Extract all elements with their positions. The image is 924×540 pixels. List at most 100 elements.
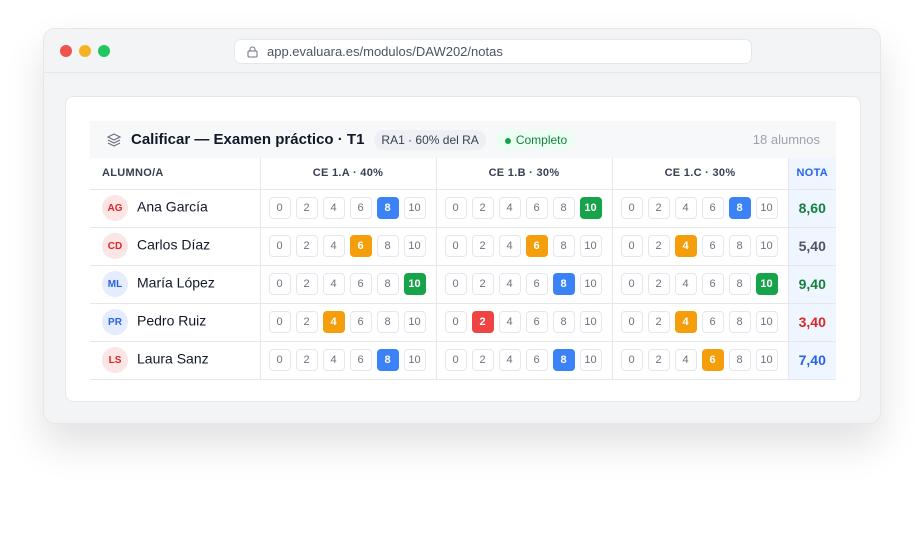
grade-option[interactable]: 6 (349, 235, 372, 257)
grade-option[interactable]: 8 (552, 197, 575, 219)
grade-option[interactable]: 8 (552, 235, 575, 257)
grade-option[interactable]: 0 (620, 349, 643, 371)
grade-option[interactable]: 4 (498, 349, 521, 371)
grade-option[interactable]: 10 (755, 349, 778, 371)
grade-option[interactable]: 8 (376, 197, 399, 219)
grade-option[interactable]: 6 (701, 273, 724, 295)
grade-option[interactable]: 8 (552, 311, 575, 333)
grade-option[interactable]: 8 (728, 235, 751, 257)
grade-option[interactable]: 2 (295, 311, 318, 333)
close[interactable] (60, 45, 72, 57)
grade-option[interactable]: 10 (755, 197, 778, 219)
grade-option[interactable]: 2 (647, 311, 670, 333)
grade-option[interactable]: 10 (579, 235, 602, 257)
grade-cell: 0 2 4 6 8 10 (611, 302, 789, 342)
grade-option[interactable]: 8 (376, 311, 399, 333)
grade-options: 0 2 4 6 8 10 (437, 349, 612, 371)
grade-option[interactable]: 6 (701, 349, 724, 371)
grade-option[interactable]: 10 (403, 197, 426, 219)
grade-option[interactable]: 8 (552, 273, 575, 295)
grade-option[interactable]: 0 (444, 273, 467, 295)
grade-option[interactable]: 2 (647, 235, 670, 257)
grade-option[interactable]: 2 (471, 197, 494, 219)
grade-option[interactable]: 4 (322, 273, 345, 295)
grade-option[interactable]: 6 (349, 349, 372, 371)
column-header: CE 1.B · 30% (435, 158, 613, 190)
grade-option[interactable]: 10 (403, 349, 426, 371)
grade-option[interactable]: 10 (403, 273, 426, 295)
grade-option[interactable]: 0 (620, 235, 643, 257)
grade-option[interactable]: 6 (701, 311, 724, 333)
grade-option[interactable]: 0 (444, 197, 467, 219)
grade-option[interactable]: 0 (444, 349, 467, 371)
grade-option[interactable]: 6 (525, 235, 548, 257)
grade-option[interactable]: 2 (471, 235, 494, 257)
grade-option[interactable]: 8 (728, 311, 751, 333)
grade-option[interactable]: 6 (701, 197, 724, 219)
grade-option[interactable]: 6 (525, 349, 548, 371)
grade-option[interactable]: 10 (755, 311, 778, 333)
grade-option[interactable]: 0 (444, 311, 467, 333)
grade-option[interactable]: 4 (498, 273, 521, 295)
grade-option[interactable]: 4 (322, 311, 345, 333)
grade-option[interactable]: 6 (525, 197, 548, 219)
grade-option[interactable]: 0 (620, 273, 643, 295)
grade-option[interactable]: 2 (295, 235, 318, 257)
grade-option[interactable]: 8 (552, 349, 575, 371)
grade-option[interactable]: 10 (579, 197, 602, 219)
final-grade: 5,40 (787, 226, 836, 266)
grade-option[interactable]: 10 (755, 273, 778, 295)
grade-option[interactable]: 2 (647, 273, 670, 295)
grade-option[interactable]: 0 (268, 311, 291, 333)
grade-option[interactable]: 2 (647, 349, 670, 371)
grade-option[interactable]: 2 (471, 349, 494, 371)
grade-option[interactable]: 8 (376, 273, 399, 295)
grade-option[interactable]: 4 (674, 235, 697, 257)
grade-option[interactable]: 2 (295, 197, 318, 219)
grade-option[interactable]: 4 (322, 235, 345, 257)
grade-option[interactable]: 0 (268, 197, 291, 219)
avatar: ML (102, 271, 128, 297)
grade-option[interactable]: 4 (322, 349, 345, 371)
grade-option[interactable]: 6 (349, 273, 372, 295)
grade-option[interactable]: 2 (295, 273, 318, 295)
grade-option[interactable]: 0 (620, 197, 643, 219)
grade-option[interactable]: 2 (647, 197, 670, 219)
grade-option[interactable]: 2 (471, 311, 494, 333)
grade-option[interactable]: 4 (498, 197, 521, 219)
grade-option[interactable]: 10 (403, 235, 426, 257)
minimize[interactable] (79, 45, 91, 57)
maximize[interactable] (98, 45, 110, 57)
grade-option[interactable]: 6 (701, 235, 724, 257)
grade-option[interactable]: 0 (268, 273, 291, 295)
grade-option[interactable]: 0 (444, 235, 467, 257)
grade-option[interactable]: 6 (525, 273, 548, 295)
grade-option[interactable]: 8 (728, 349, 751, 371)
grade-option[interactable]: 10 (579, 311, 602, 333)
grade-option[interactable]: 4 (674, 273, 697, 295)
grade-options: 0 2 4 6 8 10 (613, 273, 788, 295)
grade-option[interactable]: 10 (579, 349, 602, 371)
grade-option[interactable]: 6 (349, 197, 372, 219)
grade-option[interactable]: 6 (525, 311, 548, 333)
grade-option[interactable]: 4 (322, 197, 345, 219)
grade-option[interactable]: 4 (498, 311, 521, 333)
grade-option[interactable]: 2 (471, 273, 494, 295)
grade-option[interactable]: 10 (755, 235, 778, 257)
grade-option[interactable]: 0 (268, 235, 291, 257)
grade-option[interactable]: 4 (674, 311, 697, 333)
grade-option[interactable]: 0 (620, 311, 643, 333)
grade-option[interactable]: 0 (268, 349, 291, 371)
grade-option[interactable]: 4 (674, 349, 697, 371)
grade-option[interactable]: 6 (349, 311, 372, 333)
grade-option[interactable]: 10 (403, 311, 426, 333)
grade-option[interactable]: 10 (579, 273, 602, 295)
grade-option[interactable]: 8 (376, 349, 399, 371)
grade-option[interactable]: 8 (728, 197, 751, 219)
grade-option[interactable]: 2 (295, 349, 318, 371)
url-bar[interactable]: app.evaluara.es/modulos/DAW202/notas (234, 39, 752, 64)
grade-option[interactable]: 4 (674, 197, 697, 219)
grade-option[interactable]: 8 (728, 273, 751, 295)
grade-option[interactable]: 8 (376, 235, 399, 257)
grade-option[interactable]: 4 (498, 235, 521, 257)
